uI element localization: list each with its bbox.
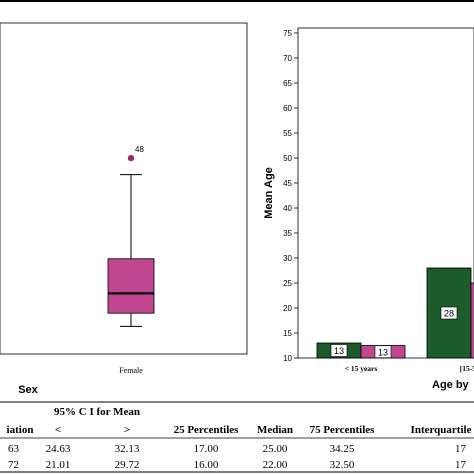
boxplot-x-axis-label: Sex — [18, 384, 38, 396]
y-tick-label: 60 — [283, 104, 292, 113]
bar-data-label: 28 — [444, 309, 454, 319]
table-header-cell: > — [124, 424, 130, 436]
stats-table: 95% C I for Mean iation < >25 Percentiles M… — [0, 401, 474, 473]
bar-y-axis-label: Mean Age — [263, 167, 275, 219]
bar-panel: Mean Age Age by 10 15 20 25 30 35 40 45 50 55 60 65… — [263, 27, 474, 391]
table-cell: 32.13 — [115, 443, 140, 455]
bar-category-label: [15-50] — [460, 364, 474, 373]
table-header-cell: Interquartile — [411, 424, 472, 436]
table-cells: iation < >25 Percentiles Median 75 Percentil… — [0, 424, 474, 471]
bar-category-label: < 15 years — [345, 364, 378, 373]
table-header-cell: 75 Percentiles — [310, 424, 376, 436]
table-cell: 72 — [8, 459, 19, 471]
bar — [470, 282, 474, 359]
bar — [426, 267, 472, 359]
y-tick-label: 75 — [283, 29, 292, 38]
bar-data-label-box — [330, 344, 348, 357]
table-cell: 24.63 — [46, 443, 71, 455]
bar-data-label-box — [440, 306, 458, 320]
table-header-cell: iation — [7, 424, 34, 436]
box-marks: 48 — [107, 145, 155, 327]
table-cell: 25.00 — [263, 443, 288, 455]
table-cell: 17 — [455, 443, 467, 455]
table-cell: 22.00 — [263, 459, 288, 471]
bar-data-label-box — [374, 345, 392, 359]
table-cell: 34.25 — [330, 443, 355, 455]
bar-data-label: 13 — [334, 346, 344, 356]
y-tick-label: 40 — [283, 204, 292, 213]
y-tick-label: 65 — [283, 79, 292, 88]
bar-data-label: 13 — [378, 347, 388, 357]
table-cell: 32.50 — [330, 459, 355, 471]
table-cell: 17 — [455, 459, 467, 471]
bar-x-axis-label: Age by — [432, 379, 470, 391]
table-cell: 63 — [8, 443, 20, 455]
y-tick-label: 55 — [283, 129, 292, 138]
y-tick-label: 45 — [283, 179, 292, 188]
table-header-cell: 25 Percentiles — [174, 424, 240, 436]
boxplot-panel: Female Sex 48 — [0, 22, 248, 396]
y-tick-label: 35 — [283, 229, 292, 238]
boxplot-category-label: Female — [119, 366, 143, 375]
y-tick-label: 15 — [283, 329, 292, 338]
y-tick-label: 10 — [283, 354, 292, 363]
table-cell: 16.00 — [194, 459, 219, 471]
y-tick-label: 70 — [283, 54, 292, 63]
y-tick-label: 50 — [283, 154, 292, 163]
y-tick-label: 25 — [283, 279, 292, 288]
y-tick-label: 20 — [283, 304, 292, 313]
table-ci-header: 95% C I for Mean — [54, 406, 140, 418]
table-cell: 17.00 — [194, 443, 219, 455]
y-tick-label: 30 — [283, 254, 292, 263]
bar-ticks: 10 15 20 25 30 35 40 45 50 55 60 65 70 75 — [283, 29, 298, 363]
box-iqr — [107, 258, 155, 314]
table-header-cell: Median — [257, 424, 293, 436]
outlier-point — [127, 154, 135, 162]
bar-marks: 13 13< 15 years 28 [15-50] — [316, 267, 474, 373]
table-cell: 29.72 — [115, 459, 140, 471]
outlier-label: 48 — [135, 145, 144, 154]
table-cell: 21.01 — [46, 459, 71, 471]
table-header-cell: < — [55, 424, 61, 436]
